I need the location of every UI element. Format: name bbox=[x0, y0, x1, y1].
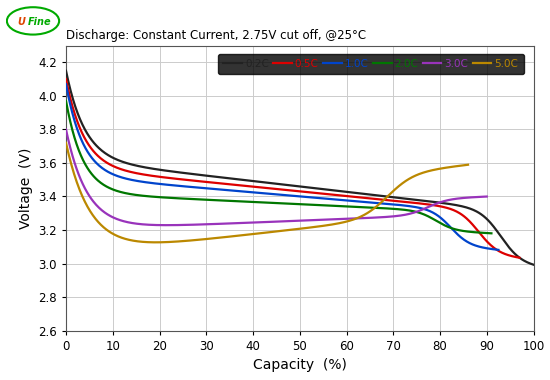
Text: Discharge: Constant Current, 2.75V cut off, @25°C: Discharge: Constant Current, 2.75V cut o… bbox=[66, 28, 366, 42]
X-axis label: Capacity  (%): Capacity (%) bbox=[253, 358, 346, 372]
Legend: 0.2C, 0.5C, 1.0C, 2.0C, 3.0C, 5.0C: 0.2C, 0.5C, 1.0C, 2.0C, 3.0C, 5.0C bbox=[218, 54, 524, 74]
Y-axis label: Voltage  (V): Voltage (V) bbox=[19, 147, 32, 229]
Text: U: U bbox=[17, 17, 25, 27]
Text: Fine: Fine bbox=[28, 17, 51, 27]
